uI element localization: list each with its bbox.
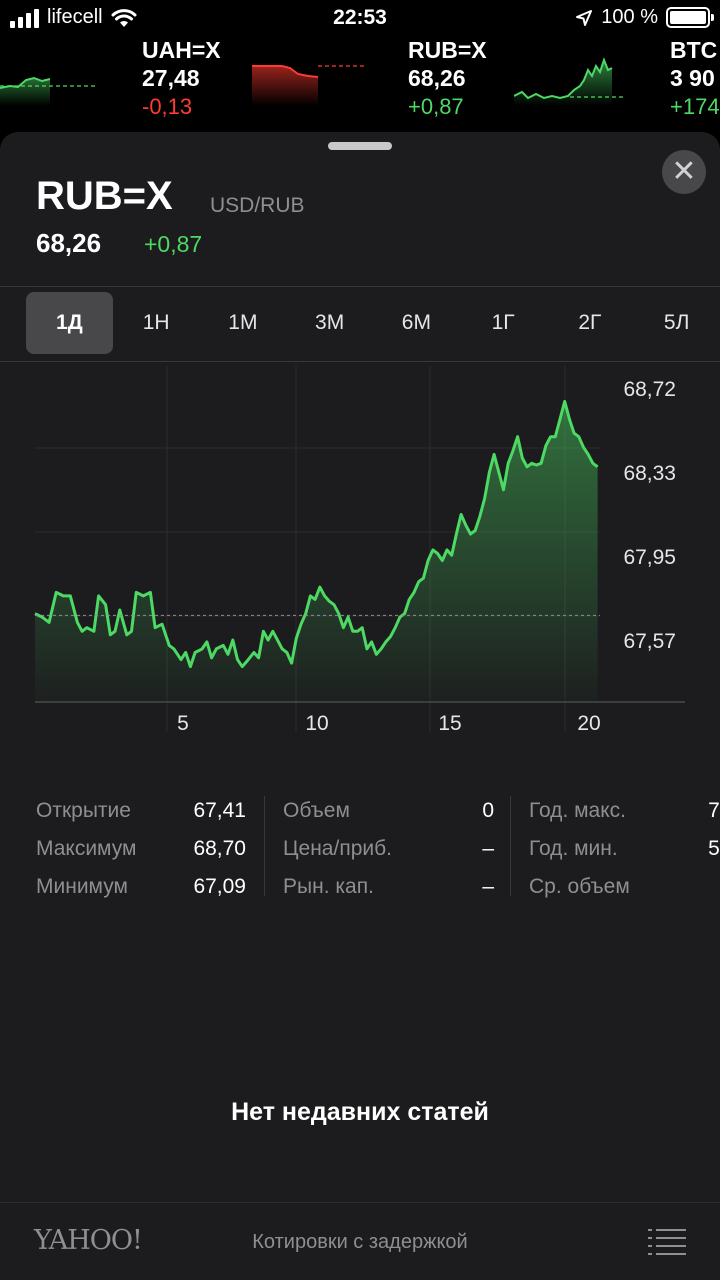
range-tab-6[interactable]: 2Г xyxy=(578,311,602,334)
battery-percent: 100 % xyxy=(601,6,658,28)
stat-row: Ср. объем xyxy=(529,868,720,906)
list-icon[interactable] xyxy=(648,1229,686,1255)
divider xyxy=(0,361,720,362)
yahoo-logo[interactable]: YAHOO! xyxy=(34,1225,143,1256)
ticker-symbol: BTC xyxy=(670,37,718,63)
price-chart[interactable]: 68,72 68,33 67,95 67,57 5 10 15 20 xyxy=(0,364,720,744)
stats-grid: Открытие 67,41 Максимум 68,70 Минимум 67,09 Об… xyxy=(0,792,720,912)
ticker-sparkline-rub xyxy=(514,57,626,106)
stats-column: Год. макс. 70,6 Год. мин. 54,3 Ср. объем xyxy=(529,792,720,906)
stat-value: – xyxy=(482,837,494,860)
price-area xyxy=(35,401,598,702)
stat-value: 70,6 xyxy=(708,799,720,822)
x-tick-label: 15 xyxy=(438,712,461,735)
close-button[interactable]: ✕ xyxy=(662,150,706,194)
stat-value: 67,41 xyxy=(193,799,246,822)
stat-row: Год. макс. 70,6 xyxy=(529,792,720,830)
stats-column: Открытие 67,41 Максимум 68,70 Минимум 67,09 xyxy=(36,792,246,906)
stats-column: Объем 0 Цена/приб. – Рын. кап. – xyxy=(283,792,494,906)
stat-value: 68,70 xyxy=(193,837,246,860)
ticker-symbol: UAH=X xyxy=(142,37,221,63)
quote-name: USD/RUB xyxy=(210,194,305,217)
x-tick-label: 5 xyxy=(177,712,189,735)
x-tick-label: 20 xyxy=(577,712,600,735)
quote-price: 68,26 xyxy=(36,228,102,258)
range-tab-3[interactable]: 3М xyxy=(315,311,345,334)
stat-value: 54,3 xyxy=(708,837,720,860)
stat-label: Рын. кап. xyxy=(283,875,374,898)
y-tick-label: 67,57 xyxy=(623,630,676,653)
stat-row: Объем 0 xyxy=(283,792,494,830)
wifi-icon xyxy=(111,8,137,27)
divider xyxy=(0,286,720,287)
stat-value: – xyxy=(482,875,494,898)
status-bar: lifecell 22:53 100 % xyxy=(0,0,720,36)
stat-label: Ср. объем xyxy=(529,875,630,898)
stat-row: Год. мин. 54,3 xyxy=(529,830,720,868)
stat-value: 67,09 xyxy=(193,875,246,898)
sheet-grabber[interactable] xyxy=(328,142,392,150)
ticker-sparkline-prev xyxy=(0,76,96,106)
location-icon xyxy=(576,9,593,26)
carrier-label: lifecell xyxy=(47,6,103,28)
x-tick-label: 10 xyxy=(305,712,328,735)
ticker-item-uah[interactable]: UAH=X 27,48 -0,13 xyxy=(142,36,221,122)
divider xyxy=(510,796,511,896)
footer: YAHOO! Котировки с задержкой xyxy=(0,1202,720,1280)
ticker-change: +174 xyxy=(670,94,720,119)
stat-label: Объем xyxy=(283,799,350,822)
quote-change: +0,87 xyxy=(144,231,203,257)
quote-detail-sheet: ✕ RUB=X USD/RUB 68,26 +0,87 1Д 1Н 1М 3М 6М 1Г… xyxy=(0,132,720,1280)
range-selector: 1Д 1Н 1М 3М 6М 1Г 2Г 5Л xyxy=(26,292,720,354)
stat-label: Цена/приб. xyxy=(283,837,392,860)
ticker-strip[interactable]: UAH=X 27,48 -0,13 RUB=X 68,26 +0,87 BTC … xyxy=(0,36,720,128)
ticker-price: 27,48 xyxy=(142,65,200,91)
range-tab-1[interactable]: 1Н xyxy=(142,311,170,334)
ticker-sparkline-uah xyxy=(252,65,364,106)
stat-row: Рын. кап. – xyxy=(283,868,494,906)
clock: 22:53 xyxy=(333,6,387,29)
ticker-change: +0,87 xyxy=(408,94,464,119)
stat-label: Год. мин. xyxy=(529,837,618,860)
stat-row: Максимум 68,70 xyxy=(36,830,246,868)
ticker-price: 3 90 xyxy=(670,65,715,91)
ticker-item-btc[interactable]: BTC 3 90 +174 xyxy=(670,36,720,122)
divider xyxy=(264,796,265,896)
delay-notice: Котировки с задержкой xyxy=(252,1231,468,1253)
stat-row: Цена/приб. – xyxy=(283,830,494,868)
y-tick-label: 68,72 xyxy=(623,378,676,401)
range-tab-7[interactable]: 5Л xyxy=(663,311,690,334)
battery-icon xyxy=(666,7,714,28)
stat-label: Год. макс. xyxy=(529,799,626,822)
ticker-change: -0,13 xyxy=(142,94,193,119)
range-tab-2[interactable]: 1М xyxy=(228,311,258,334)
stat-value: 0 xyxy=(482,799,494,822)
stat-label: Минимум xyxy=(36,875,128,898)
range-tab-5[interactable]: 1Г xyxy=(491,311,515,334)
stat-row: Минимум 67,09 xyxy=(36,868,246,906)
range-tab-0[interactable]: 1Д xyxy=(26,292,113,354)
y-tick-label: 67,95 xyxy=(623,546,676,569)
y-tick-label: 68,33 xyxy=(623,462,676,485)
no-articles-message: Нет недавних статей xyxy=(231,1098,489,1126)
ticker-item-rub[interactable]: RUB=X 68,26 +0,87 xyxy=(408,36,487,122)
ticker-price: 68,26 xyxy=(408,65,466,91)
close-icon: ✕ xyxy=(671,155,697,188)
stat-row: Открытие 67,41 xyxy=(36,792,246,830)
signal-icon xyxy=(10,8,39,28)
stat-label: Открытие xyxy=(36,799,131,822)
stat-label: Максимум xyxy=(36,837,137,860)
price-line xyxy=(34,399,599,669)
ticker-symbol: RUB=X xyxy=(408,37,487,63)
quote-symbol: RUB=X xyxy=(36,174,173,218)
range-tab-4[interactable]: 6М xyxy=(401,311,431,334)
